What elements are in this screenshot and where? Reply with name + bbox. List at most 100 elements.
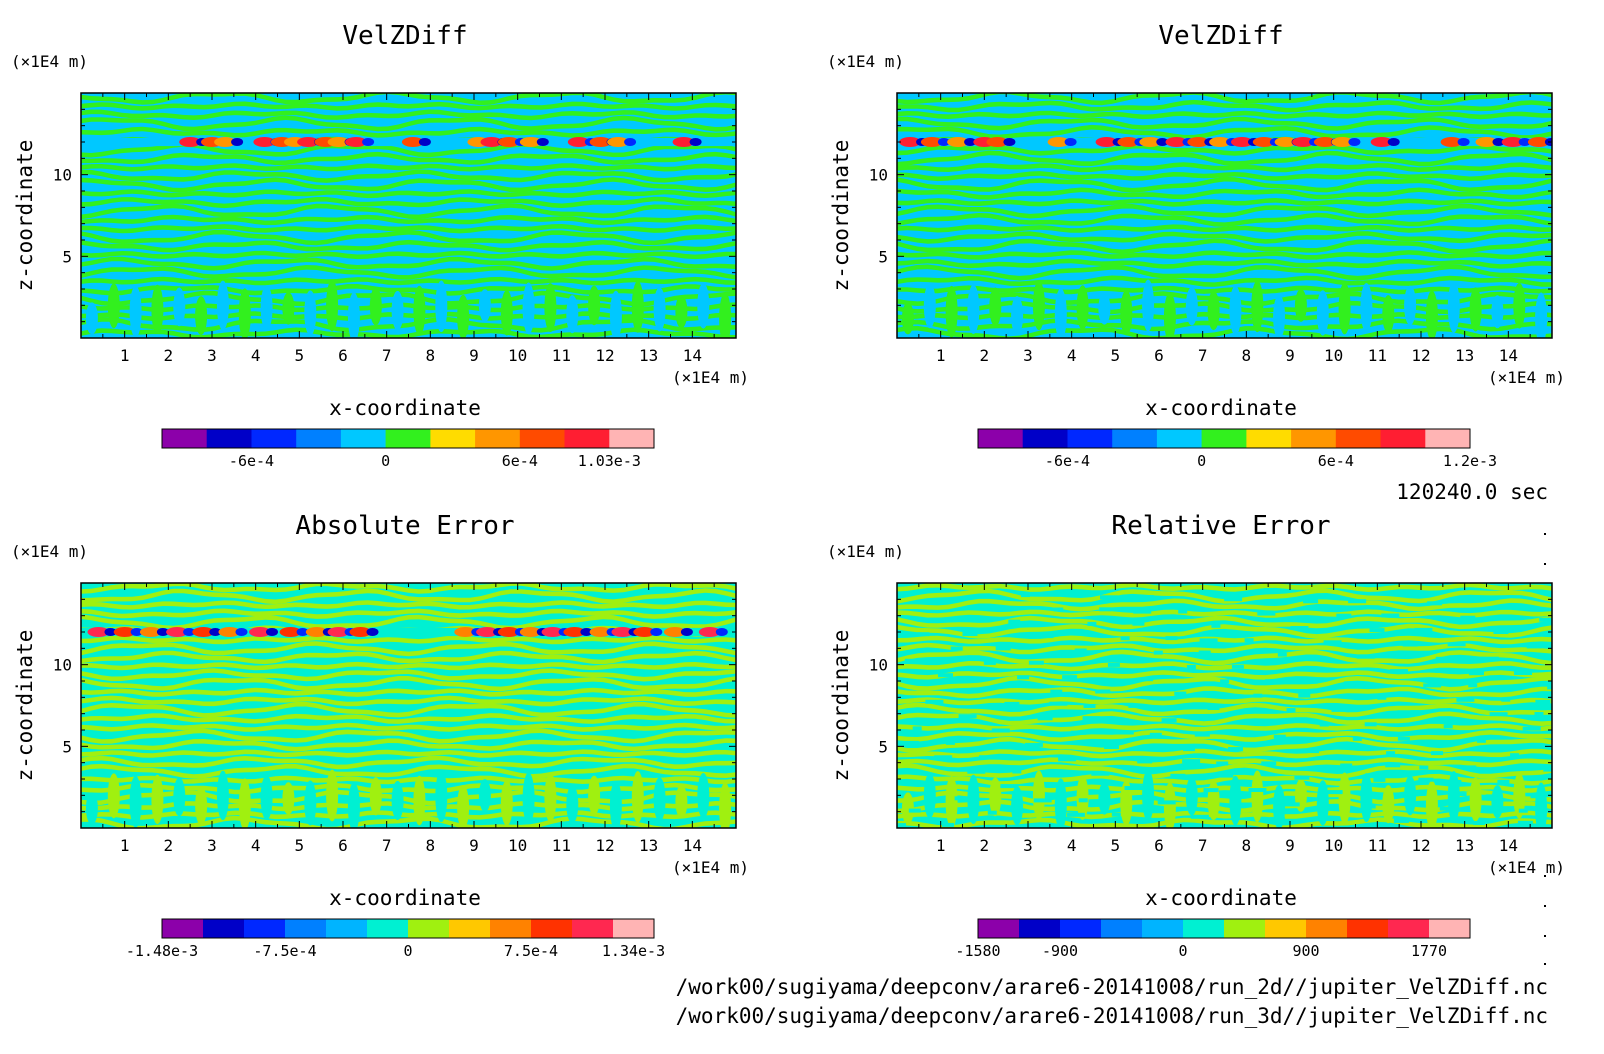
contour-band bbox=[897, 649, 1552, 666]
chart-title: VelZDiff bbox=[342, 21, 467, 51]
contour-blob bbox=[413, 775, 426, 826]
contour-speckle bbox=[1066, 593, 1078, 597]
contour-blob bbox=[522, 772, 535, 825]
contour-blob bbox=[588, 285, 601, 326]
contour-band bbox=[897, 116, 1552, 131]
contour-speckle bbox=[1165, 636, 1178, 641]
contour-speckle bbox=[1281, 802, 1300, 807]
x-axis-label: x-coordinate bbox=[1145, 886, 1297, 910]
contour-speckle bbox=[1203, 788, 1219, 793]
contour-blob bbox=[195, 786, 208, 826]
contour-blob bbox=[1251, 280, 1264, 333]
contour-speckle bbox=[995, 646, 1011, 651]
colorbar-swatch bbox=[408, 919, 450, 938]
contour-speckle bbox=[1087, 621, 1097, 626]
band-cell-positive bbox=[1139, 137, 1162, 147]
contour-blob bbox=[1273, 294, 1286, 338]
contour-band bbox=[897, 212, 1552, 227]
contour-blob bbox=[1011, 786, 1024, 826]
contour-speckle bbox=[1257, 611, 1276, 616]
contour-speckle bbox=[1161, 718, 1177, 723]
contour-speckle bbox=[1153, 650, 1163, 655]
contour-blob bbox=[107, 283, 120, 329]
y-tick-label: 10 bbox=[869, 166, 888, 185]
contour-band bbox=[897, 670, 1552, 680]
colorbar-tick-label: -7.5e-4 bbox=[253, 942, 316, 960]
contour-speckle bbox=[1062, 675, 1078, 680]
x-tick-label: 3 bbox=[207, 346, 217, 365]
chart-panel: VelZDiff (×1E4 m) (×1E4 m) x-coordinate z-co… bbox=[827, 21, 1565, 470]
contour-speckle bbox=[1336, 613, 1352, 618]
contour-blob bbox=[435, 770, 448, 823]
contour-speckle bbox=[1539, 617, 1552, 622]
contour-band bbox=[897, 773, 1552, 786]
colorbar-swatch bbox=[1067, 429, 1113, 448]
band-cell-positive bbox=[1252, 137, 1275, 147]
colorbar-swatch bbox=[1019, 919, 1061, 938]
x-tick-label: 11 bbox=[552, 836, 571, 855]
band-cell-positive bbox=[305, 627, 328, 637]
contour-speckle bbox=[1157, 800, 1176, 805]
contour-blob bbox=[675, 295, 688, 329]
contour-speckle bbox=[1286, 708, 1296, 713]
band-cell-positive bbox=[249, 627, 271, 637]
contour-speckle bbox=[1469, 671, 1484, 676]
band-cell-negative bbox=[580, 628, 593, 636]
contour-speckle bbox=[912, 726, 922, 731]
contour-blob bbox=[989, 777, 1002, 817]
contour-speckle bbox=[1277, 652, 1287, 657]
y-tick-label: 5 bbox=[878, 737, 888, 756]
contour-band bbox=[81, 115, 736, 132]
contour-band bbox=[897, 144, 1552, 156]
colorbar-swatch bbox=[206, 429, 252, 448]
contour-blob bbox=[675, 785, 688, 819]
x-axis-label: x-coordinate bbox=[329, 396, 481, 420]
x-tick-label: 10 bbox=[508, 836, 527, 855]
x-tick-label: 4 bbox=[251, 346, 261, 365]
contour-blob bbox=[1338, 282, 1351, 335]
contour-speckle bbox=[1120, 636, 1130, 641]
y-tick-label: 10 bbox=[869, 656, 888, 675]
x-tick-label: 6 bbox=[1154, 346, 1164, 365]
colorbar-tick-label: 1.34e-3 bbox=[602, 942, 665, 960]
contour-speckle bbox=[1506, 603, 1519, 608]
band-cell-positive bbox=[589, 137, 612, 147]
contour-band bbox=[81, 189, 736, 199]
x-axis-label: x-coordinate bbox=[329, 886, 481, 910]
contour-speckle bbox=[1149, 744, 1167, 749]
colorbar-frame bbox=[977, 428, 1471, 449]
contour-blob bbox=[1382, 785, 1395, 824]
contour-speckle bbox=[1435, 656, 1451, 661]
contour-blob bbox=[173, 287, 186, 327]
contour-blob bbox=[1098, 292, 1111, 325]
contour-speckle bbox=[1327, 790, 1343, 795]
contour-blob bbox=[1316, 290, 1329, 336]
x-tick-label: 13 bbox=[639, 346, 658, 365]
contour-speckle bbox=[1054, 607, 1064, 612]
colorbar-tick-label: 0 bbox=[1178, 942, 1187, 960]
band-cell-positive bbox=[663, 627, 686, 637]
x-axis-unit: (×1E4 m) bbox=[672, 368, 749, 387]
band-cell-positive bbox=[1165, 137, 1188, 147]
contour-speckle bbox=[1045, 783, 1055, 788]
contour-band bbox=[897, 615, 1552, 630]
contour-speckle bbox=[1331, 707, 1344, 712]
contour-band bbox=[81, 239, 736, 253]
contour-speckle bbox=[917, 632, 930, 637]
contour-speckle bbox=[1484, 806, 1500, 811]
contour-band bbox=[81, 600, 736, 610]
colorbar-swatch bbox=[244, 919, 286, 938]
x-tick-label: 14 bbox=[683, 836, 702, 855]
band-cell-positive bbox=[1331, 137, 1354, 147]
contour-speckle bbox=[962, 632, 978, 636]
band-cell-negative bbox=[1064, 138, 1077, 146]
band-cell-positive bbox=[297, 137, 320, 147]
contour-blob bbox=[697, 772, 710, 819]
contour-speckle bbox=[1397, 736, 1410, 741]
x-tick-label: 1 bbox=[936, 836, 946, 855]
contour-blob bbox=[326, 769, 339, 822]
contour-speckle bbox=[1468, 683, 1478, 688]
colorbar-swatch bbox=[326, 919, 368, 938]
contour-blob bbox=[1382, 295, 1395, 334]
x-tick-label: 6 bbox=[338, 836, 348, 855]
